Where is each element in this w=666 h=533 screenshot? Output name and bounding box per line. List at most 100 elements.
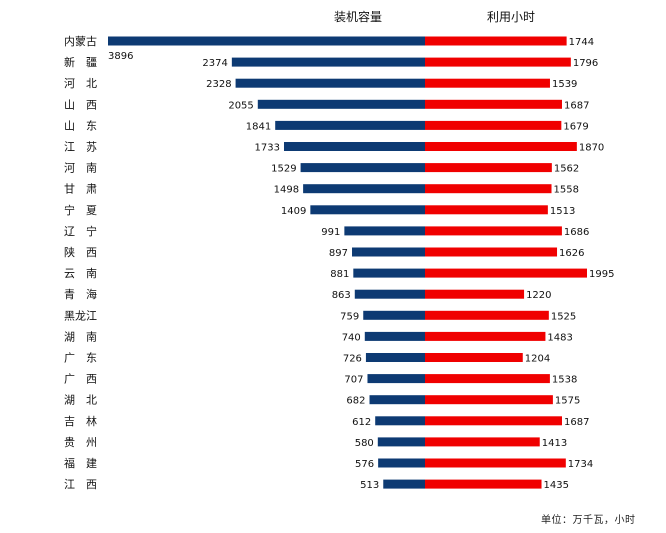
province-label: 甘 肃 (64, 183, 97, 196)
utilization-value-label: 1687 (564, 417, 589, 428)
utilization-bar (425, 36, 567, 46)
utilization-bar (425, 268, 587, 278)
capacity-value-label: 759 (340, 311, 359, 322)
capacity-value-label: 2055 (228, 100, 253, 111)
capacity-bar (235, 78, 425, 88)
utilization-bar (425, 247, 558, 257)
capacity-value-label: 576 (355, 459, 374, 470)
province-label: 广 东 (64, 352, 97, 365)
utilization-value-label: 1483 (547, 332, 572, 343)
utilization-value-label: 1744 (569, 37, 594, 48)
capacity-value-label: 1529 (271, 164, 296, 175)
capacity-bar (367, 374, 425, 384)
capacity-value-label: 3896 (108, 51, 133, 62)
utilization-bar (425, 120, 562, 130)
utilization-value-label: 1558 (554, 185, 579, 196)
utilization-value-label: 1626 (559, 248, 584, 259)
utilization-bar (425, 57, 571, 67)
capacity-value-label: 863 (332, 290, 351, 301)
province-label: 湖 南 (64, 330, 97, 343)
capacity-bar (378, 458, 425, 468)
utilization-bar (425, 310, 549, 320)
capacity-bar (344, 226, 425, 236)
capacity-value-label: 707 (344, 375, 363, 386)
capacity-header: 装机容量 (334, 10, 383, 24)
province-label: 云 南 (64, 267, 97, 280)
capacity-bar (354, 289, 425, 299)
capacity-value-label: 2328 (206, 79, 231, 90)
utilization-bar (425, 163, 552, 173)
capacity-value-label: 1733 (255, 143, 280, 154)
capacity-bar (365, 353, 425, 362)
utilization-value-label: 1562 (554, 164, 579, 175)
province-label: 新 疆 (64, 55, 97, 69)
capacity-value-label: 1409 (281, 206, 306, 217)
capacity-bar (283, 142, 425, 151)
province-label: 河 南 (64, 162, 97, 175)
capacity-bar (231, 57, 425, 67)
province-label: 湖 北 (64, 394, 97, 407)
capacity-bar (303, 184, 425, 194)
province-label: 江 苏 (64, 141, 97, 154)
capacity-value-label: 612 (352, 417, 371, 428)
province-label: 辽 宁 (64, 224, 97, 238)
utilization-bar (425, 331, 546, 341)
capacity-bar (257, 99, 425, 109)
utilization-bar (425, 353, 523, 362)
capacity-value-label: 1498 (274, 185, 299, 196)
capacity-bar (383, 479, 425, 489)
capacity-bar (310, 205, 425, 215)
capacity-value-label: 2374 (202, 58, 227, 69)
utilization-value-label: 1413 (542, 438, 567, 449)
utilization-value-label: 1687 (564, 100, 589, 111)
utilization-bar (425, 479, 542, 489)
utilization-value-label: 1796 (573, 58, 598, 69)
province-label: 青 海 (64, 287, 97, 301)
province-label: 贵 州 (64, 436, 97, 449)
capacity-value-label: 991 (321, 227, 340, 238)
utilization-value-label: 1575 (555, 396, 580, 407)
capacity-value-label: 682 (346, 396, 365, 407)
capacity-bar (300, 163, 425, 173)
utilization-value-label: 1734 (568, 459, 593, 470)
capacity-value-label: 881 (330, 269, 349, 280)
utilization-bar (425, 395, 553, 405)
province-label: 吉 林 (64, 414, 97, 428)
utilization-value-label: 1686 (564, 227, 589, 238)
province-label: 黑龙江 (64, 309, 97, 322)
province-label: 山 东 (64, 119, 97, 132)
utilization-value-label: 1995 (589, 269, 614, 280)
province-label: 江 西 (64, 478, 97, 491)
capacity-value-label: 726 (343, 354, 362, 365)
capacity-bar (375, 416, 425, 426)
capacity-bar (377, 437, 425, 447)
utilization-bar (425, 184, 552, 194)
capacity-bar (363, 310, 425, 320)
utilization-bar (425, 205, 548, 215)
utilization-value-label: 1539 (552, 79, 577, 90)
capacity-bar (369, 395, 425, 405)
utilization-bar (425, 289, 525, 299)
utilization-bar (425, 437, 540, 447)
utilization-value-label: 1204 (525, 354, 550, 365)
utilization-value-label: 1679 (563, 121, 588, 132)
utilization-bar (425, 226, 562, 236)
capacity-value-label: 740 (342, 332, 361, 343)
province-label: 河 北 (64, 77, 97, 90)
capacity-value-label: 513 (360, 480, 379, 491)
capacity-bar (352, 247, 425, 257)
utilization-bar (425, 78, 550, 88)
utilization-bar (425, 99, 562, 109)
capacity-value-label: 897 (329, 248, 348, 259)
utilization-value-label: 1525 (551, 311, 576, 322)
utilization-bar (425, 374, 550, 384)
utilization-value-label: 1435 (544, 480, 569, 491)
province-label: 山 西 (64, 98, 97, 111)
unit-note: 单位：万千瓦，小时 (541, 515, 636, 526)
utilization-bar (425, 458, 566, 468)
utilization-value-label: 1513 (550, 206, 575, 217)
province-label: 宁 夏 (64, 203, 97, 217)
utilization-value-label: 1870 (579, 143, 604, 154)
